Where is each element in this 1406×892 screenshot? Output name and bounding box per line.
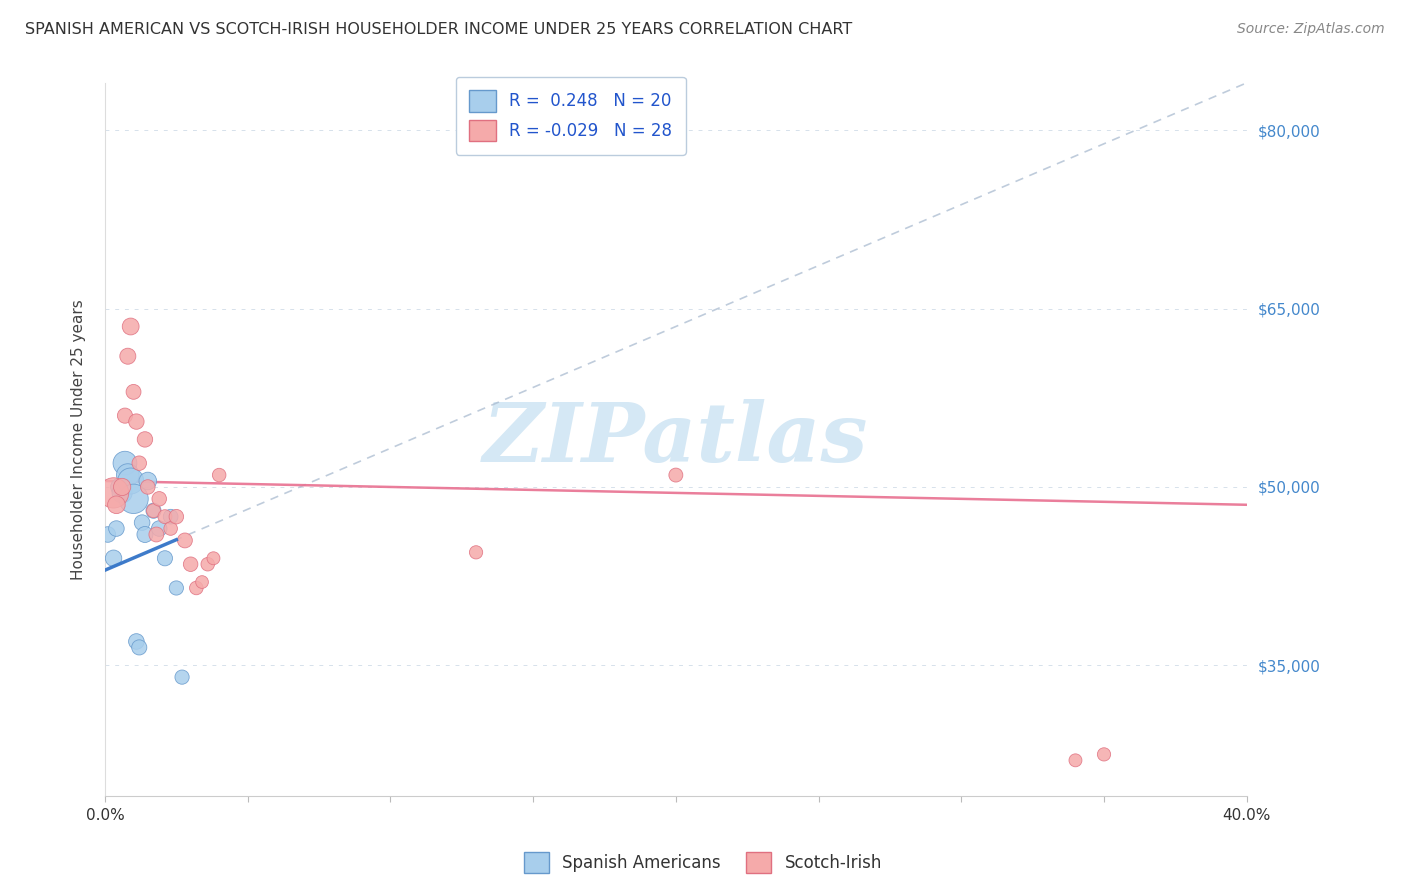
Point [1092, 747, 1115, 762]
Point [174, 533, 197, 548]
Point [170, 670, 193, 684]
Point [208, 468, 231, 483]
Point [122, 384, 145, 399]
Point [153, 509, 176, 524]
Point [125, 634, 148, 648]
Point [136, 474, 159, 488]
Point [134, 527, 156, 541]
Text: SPANISH AMERICAN VS SCOTCH-IRISH HOUSEHOLDER INCOME UNDER 25 YEARS CORRELATION C: SPANISH AMERICAN VS SCOTCH-IRISH HOUSEHO… [25, 22, 852, 37]
Point [159, 509, 181, 524]
Point [186, 581, 208, 595]
Point [202, 551, 225, 566]
Text: Source: ZipAtlas.com: Source: ZipAtlas.com [1237, 22, 1385, 37]
Legend: R =  0.248   N = 20, R = -0.029   N = 28: R = 0.248 N = 20, R = -0.029 N = 28 [456, 77, 686, 154]
Point [97, 527, 120, 541]
Y-axis label: Householder Income Under 25 years: Householder Income Under 25 years [72, 299, 86, 580]
Point [197, 558, 219, 572]
Point [117, 468, 139, 483]
Point [120, 474, 142, 488]
Legend: Spanish Americans, Scotch-Irish: Spanish Americans, Scotch-Irish [517, 846, 889, 880]
Point [159, 522, 181, 536]
Point [180, 558, 202, 572]
Point [165, 509, 187, 524]
Point [1064, 753, 1087, 767]
Point [108, 480, 131, 494]
Point [148, 491, 170, 506]
Point [105, 522, 128, 536]
Point [142, 504, 165, 518]
Point [105, 498, 128, 512]
Text: ZIPatlas: ZIPatlas [484, 400, 869, 479]
Point [465, 545, 488, 559]
Point [114, 409, 136, 423]
Point [145, 527, 167, 541]
Point [131, 516, 153, 530]
Point [165, 581, 187, 595]
Point [103, 551, 125, 566]
Point [136, 480, 159, 494]
Point [103, 486, 125, 500]
Point [125, 415, 148, 429]
Point [114, 456, 136, 470]
Point [153, 551, 176, 566]
Point [128, 456, 150, 470]
Point [111, 480, 134, 494]
Point [148, 522, 170, 536]
Point [117, 349, 139, 363]
Point [122, 491, 145, 506]
Point [128, 640, 150, 655]
Point [191, 575, 214, 590]
Point [134, 433, 156, 447]
Point [665, 468, 688, 483]
Point [142, 504, 165, 518]
Point [120, 319, 142, 334]
Point [111, 486, 134, 500]
